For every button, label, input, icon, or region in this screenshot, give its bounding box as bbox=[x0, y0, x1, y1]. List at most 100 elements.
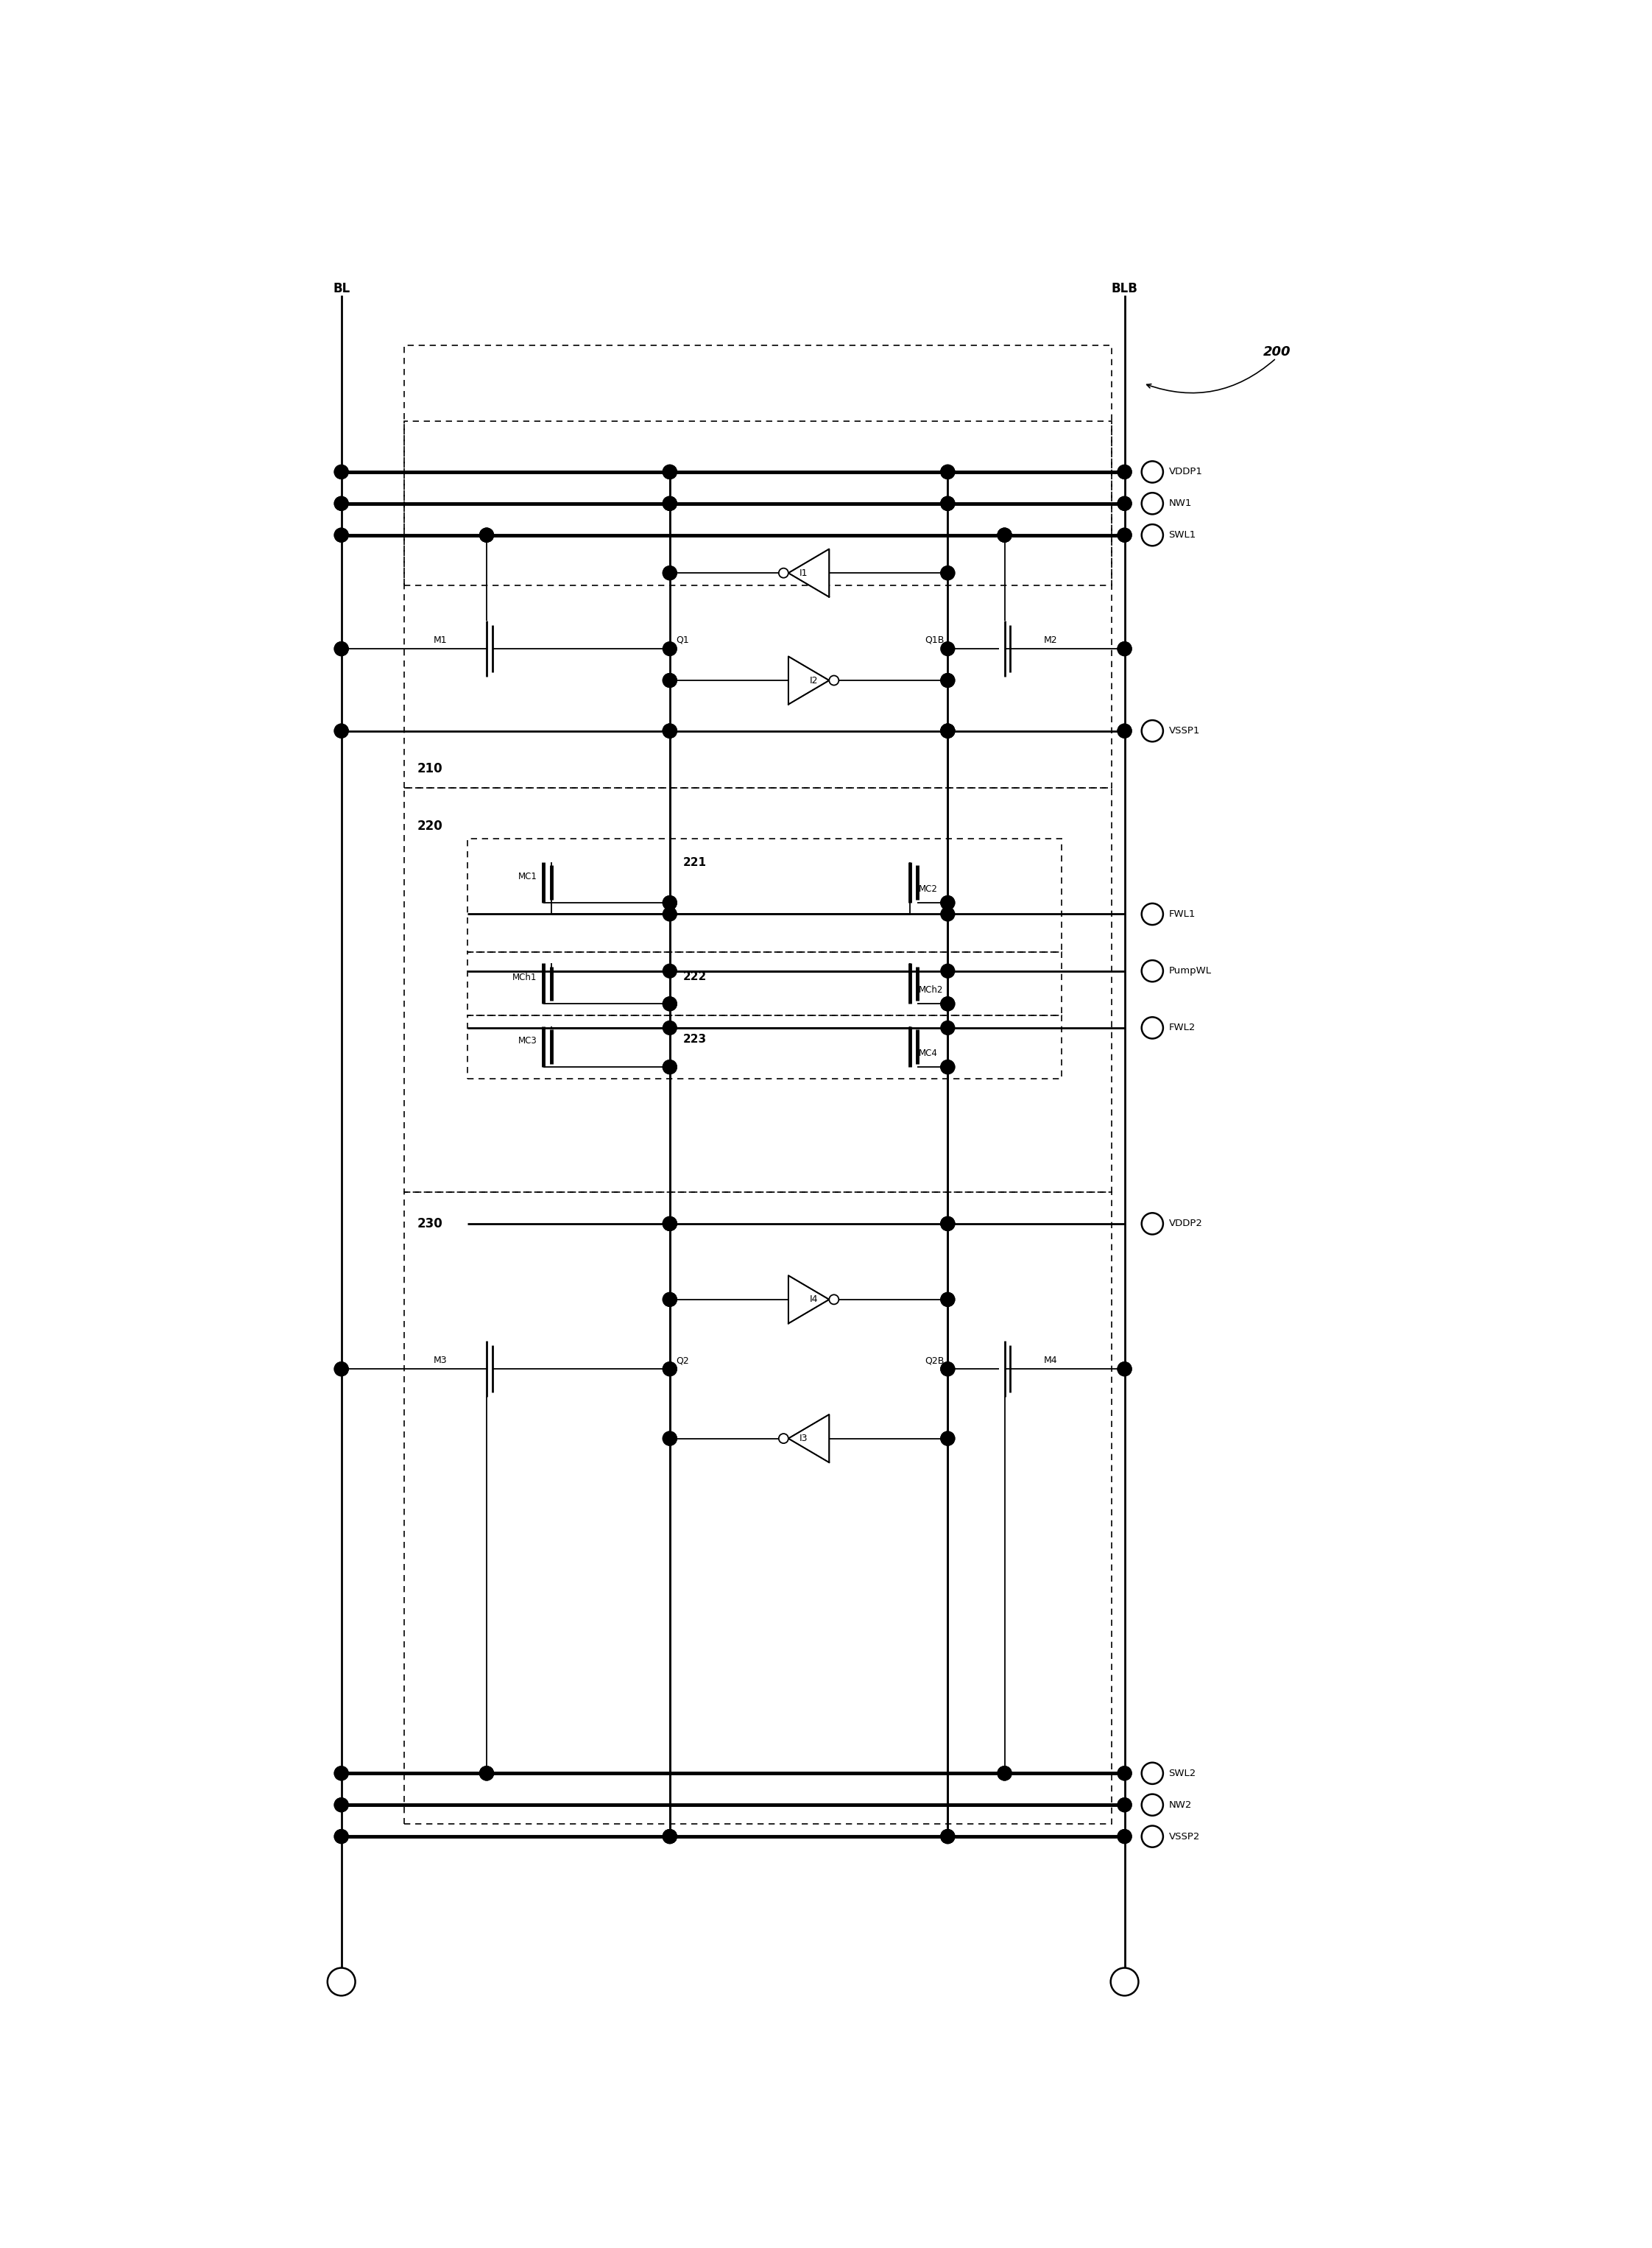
Text: VDDP2: VDDP2 bbox=[1168, 1218, 1203, 1227]
Text: FWL2: FWL2 bbox=[1168, 1023, 1196, 1032]
Text: M4: M4 bbox=[1044, 1356, 1057, 1365]
Circle shape bbox=[334, 497, 349, 510]
Circle shape bbox=[1118, 497, 1132, 510]
Circle shape bbox=[1118, 1362, 1132, 1376]
Text: M3: M3 bbox=[434, 1356, 448, 1365]
Circle shape bbox=[1118, 643, 1132, 656]
Circle shape bbox=[662, 1432, 677, 1445]
Circle shape bbox=[334, 643, 349, 656]
Circle shape bbox=[662, 724, 677, 737]
Circle shape bbox=[940, 1830, 955, 1843]
Circle shape bbox=[662, 1061, 677, 1075]
Text: MC3: MC3 bbox=[519, 1036, 537, 1045]
Circle shape bbox=[940, 724, 955, 737]
Circle shape bbox=[334, 1362, 349, 1376]
Circle shape bbox=[940, 643, 955, 656]
Circle shape bbox=[662, 674, 677, 688]
Circle shape bbox=[940, 674, 955, 688]
Circle shape bbox=[662, 465, 677, 479]
Circle shape bbox=[778, 1434, 788, 1443]
Text: VDDP1: VDDP1 bbox=[1168, 468, 1203, 477]
Text: BLB: BLB bbox=[1112, 281, 1138, 294]
Circle shape bbox=[1142, 960, 1163, 982]
Text: SWL2: SWL2 bbox=[1168, 1769, 1196, 1778]
Circle shape bbox=[479, 1767, 494, 1780]
Text: NW2: NW2 bbox=[1168, 1801, 1191, 1810]
Circle shape bbox=[1142, 904, 1163, 924]
Circle shape bbox=[662, 1830, 677, 1843]
Circle shape bbox=[998, 528, 1011, 542]
Circle shape bbox=[662, 1432, 677, 1445]
Text: M2: M2 bbox=[1044, 636, 1057, 645]
Circle shape bbox=[940, 1432, 955, 1445]
Text: NW1: NW1 bbox=[1168, 499, 1191, 508]
Circle shape bbox=[662, 996, 677, 1012]
Circle shape bbox=[1118, 1767, 1132, 1780]
Circle shape bbox=[998, 1767, 1011, 1780]
Circle shape bbox=[940, 724, 955, 737]
Circle shape bbox=[334, 1830, 349, 1843]
Text: 223: 223 bbox=[684, 1034, 707, 1045]
Circle shape bbox=[940, 674, 955, 688]
Circle shape bbox=[1118, 497, 1132, 510]
Circle shape bbox=[940, 566, 955, 580]
Circle shape bbox=[1118, 1798, 1132, 1812]
Circle shape bbox=[940, 1061, 955, 1075]
Circle shape bbox=[334, 1767, 349, 1780]
Circle shape bbox=[334, 528, 349, 542]
Circle shape bbox=[662, 724, 677, 737]
Text: FWL1: FWL1 bbox=[1168, 910, 1196, 919]
Circle shape bbox=[334, 1798, 349, 1812]
Text: 230: 230 bbox=[418, 1218, 443, 1230]
Circle shape bbox=[1142, 719, 1163, 742]
Text: I1: I1 bbox=[800, 569, 808, 578]
Circle shape bbox=[662, 1061, 677, 1075]
Circle shape bbox=[334, 643, 349, 656]
Circle shape bbox=[1118, 465, 1132, 479]
Circle shape bbox=[1118, 643, 1132, 656]
Text: 220: 220 bbox=[418, 818, 443, 832]
Circle shape bbox=[829, 1295, 839, 1304]
Circle shape bbox=[662, 724, 677, 737]
Circle shape bbox=[829, 677, 839, 686]
Circle shape bbox=[662, 1293, 677, 1306]
Circle shape bbox=[1142, 492, 1163, 515]
Text: SWL1: SWL1 bbox=[1168, 531, 1196, 540]
Circle shape bbox=[334, 1767, 349, 1780]
Circle shape bbox=[662, 996, 677, 1012]
Text: 222: 222 bbox=[684, 971, 707, 982]
Circle shape bbox=[940, 996, 955, 1012]
Circle shape bbox=[662, 497, 677, 510]
Circle shape bbox=[662, 1216, 677, 1230]
Circle shape bbox=[479, 1767, 494, 1780]
Circle shape bbox=[940, 996, 955, 1012]
Text: Q2: Q2 bbox=[676, 1356, 689, 1365]
Circle shape bbox=[940, 497, 955, 510]
Circle shape bbox=[662, 497, 677, 510]
Circle shape bbox=[334, 528, 349, 542]
Circle shape bbox=[940, 1830, 955, 1843]
Circle shape bbox=[1118, 1798, 1132, 1812]
Circle shape bbox=[334, 465, 349, 479]
Text: I3: I3 bbox=[800, 1434, 808, 1443]
Circle shape bbox=[940, 1830, 955, 1843]
Polygon shape bbox=[788, 1414, 829, 1463]
Text: MCh2: MCh2 bbox=[919, 985, 943, 994]
Text: 200: 200 bbox=[1264, 346, 1292, 357]
Text: PumpWL: PumpWL bbox=[1168, 967, 1211, 976]
Circle shape bbox=[662, 1021, 677, 1034]
Circle shape bbox=[940, 465, 955, 479]
Text: Q1: Q1 bbox=[676, 636, 689, 645]
Bar bbox=[405, 1191, 1112, 1823]
Circle shape bbox=[479, 528, 494, 542]
Circle shape bbox=[998, 1767, 1011, 1780]
Circle shape bbox=[662, 566, 677, 580]
Circle shape bbox=[662, 497, 677, 510]
Circle shape bbox=[662, 1830, 677, 1843]
Circle shape bbox=[662, 643, 677, 656]
Text: BL: BL bbox=[332, 281, 350, 294]
Circle shape bbox=[662, 908, 677, 922]
Circle shape bbox=[940, 1432, 955, 1445]
Circle shape bbox=[998, 528, 1011, 542]
Text: 221: 221 bbox=[684, 856, 707, 868]
